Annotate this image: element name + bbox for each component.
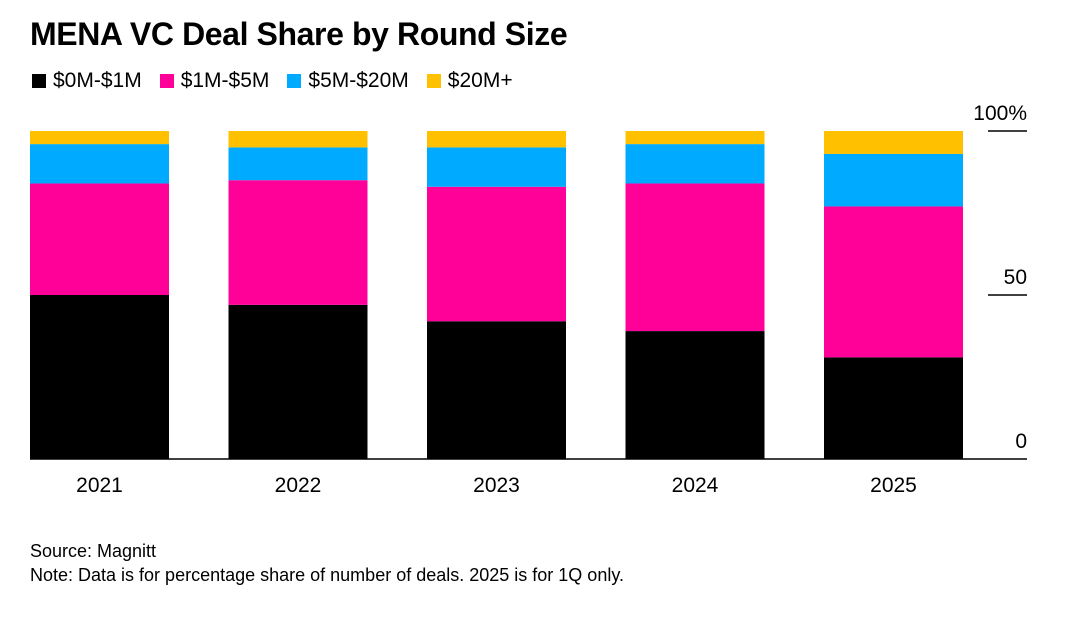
bar-2021-5m-20m <box>30 144 169 184</box>
bar-2025-20m-plus <box>824 131 963 154</box>
bar-2025-0m-1m <box>824 357 963 459</box>
y-tick-label: 100% <box>973 102 1027 125</box>
bar-2023-20m-plus <box>427 131 566 148</box>
legend-swatch-0m-1m <box>32 74 46 88</box>
x-tick-label: 2024 <box>672 474 719 497</box>
legend-label-20m-plus: $20M+ <box>447 69 513 92</box>
legend-item-1m-5m: $1M-$5M <box>159 69 270 93</box>
y-tick-label: 0 <box>1015 430 1027 453</box>
x-tick-label: 2021 <box>76 474 123 497</box>
bar-2025-5m-20m <box>824 153 963 207</box>
legend-item-20m-plus: $20M+ <box>426 69 513 93</box>
bar-2023-0m-1m <box>427 321 566 459</box>
legend-item-5m-20m: $5M-$20M <box>287 69 409 93</box>
y-tick-label: 50 <box>1004 266 1027 289</box>
bar-2024-20m-plus <box>625 131 765 145</box>
bar-2023-1m-5m <box>427 186 566 322</box>
legend-swatch-1m-5m <box>159 74 174 88</box>
legend-swatch-5m-20m <box>287 74 302 88</box>
bar-2021-0m-1m <box>30 295 169 459</box>
chart-legend: $0M-$1M $1M-$5M $5M-$20M $20M+ <box>32 68 531 94</box>
legend-item-0m-1m: $0M-$1M <box>32 69 142 93</box>
legend-label-0m-1m: $0M-$1M <box>53 69 142 92</box>
bar-2023-5m-20m <box>427 147 566 187</box>
chart-title: MENA VC Deal Share by Round Size <box>30 16 568 52</box>
bar-2024-5m-20m <box>625 144 765 184</box>
bar-2021-1m-5m <box>30 183 169 295</box>
bar-2022-0m-1m <box>228 304 368 459</box>
bar-2022-20m-plus <box>228 131 368 148</box>
bar-2025-1m-5m <box>824 206 963 358</box>
bar-2024-1m-5m <box>625 183 765 332</box>
x-tick-label: 2023 <box>473 474 520 497</box>
chart-footer: Source: Magnitt Note: Data is for percen… <box>30 539 624 587</box>
data-note: Note: Data is for percentage share of nu… <box>30 565 624 585</box>
bar-2022-1m-5m <box>228 180 368 305</box>
bar-2024-0m-1m <box>625 331 765 459</box>
legend-label-1m-5m: $1M-$5M <box>180 69 270 92</box>
x-tick-label: 2022 <box>275 474 322 497</box>
legend-swatch-20m-plus <box>426 74 441 88</box>
bar-2022-5m-20m <box>228 147 368 181</box>
source-note: Source: Magnitt <box>30 541 157 561</box>
legend-label-5m-20m: $5M-$20M <box>308 69 409 92</box>
x-tick-label: 2025 <box>870 474 917 497</box>
bar-2021-20m-plus <box>30 131 169 145</box>
